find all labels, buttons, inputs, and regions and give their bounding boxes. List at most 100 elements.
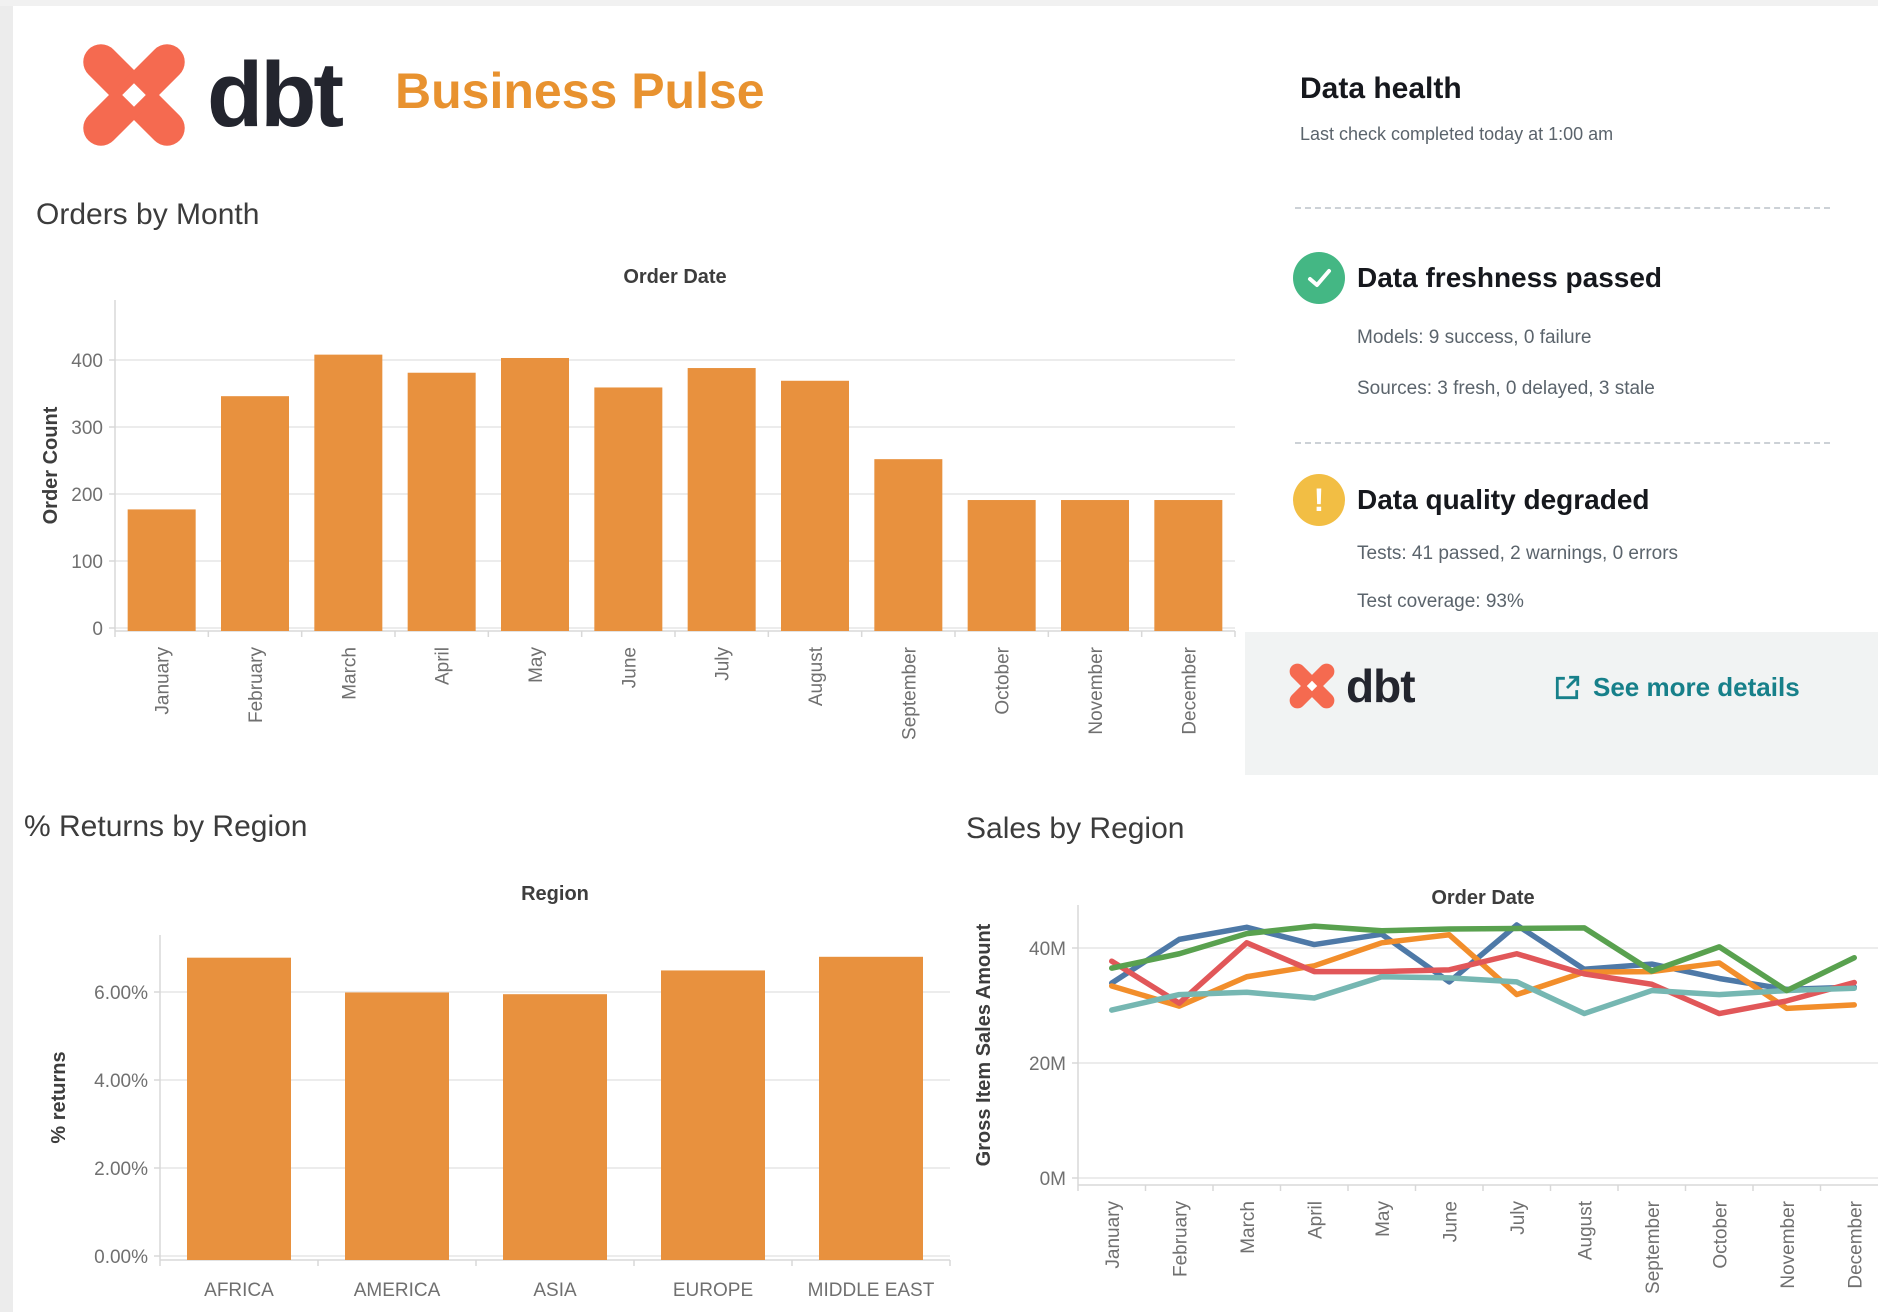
x-tick-label: ASIA — [533, 1280, 577, 1301]
x-tick-label: May — [526, 647, 547, 683]
y-tick-label: 6.00% — [94, 983, 148, 1004]
bar-June[interactable] — [594, 387, 663, 631]
y-tick-label: 0M — [1040, 1169, 1066, 1190]
x-tick-label: July — [713, 647, 734, 681]
quality-status-title: Data quality degraded — [1357, 484, 1650, 515]
freshness-models-line: Models: 9 success, 0 failure — [1357, 327, 1592, 348]
check-icon — [1293, 252, 1345, 304]
bar-May[interactable] — [501, 357, 569, 631]
x-axis-header: Order Date — [623, 266, 726, 288]
x-tick-label: October — [1710, 1200, 1731, 1268]
y-tick-label: 400 — [71, 351, 103, 372]
bar-August[interactable] — [781, 380, 849, 631]
bar-March[interactable] — [314, 354, 383, 631]
x-tick-label: May — [1373, 1201, 1394, 1237]
data-health-footer: dbt See more details — [1245, 632, 1878, 775]
x-tick-label: September — [1643, 1200, 1664, 1294]
y-axis-title: % returns — [48, 1051, 70, 1143]
freshness-sources-line: Sources: 3 fresh, 0 delayed, 3 stale — [1357, 378, 1655, 399]
bar-AMERICA[interactable] — [345, 992, 449, 1260]
x-tick-label: July — [1508, 1201, 1529, 1235]
x-axis-header: Region — [521, 883, 589, 905]
x-tick-label: MIDDLE EAST — [808, 1280, 935, 1301]
y-tick-label: 300 — [71, 418, 103, 439]
bar-January[interactable] — [127, 509, 196, 631]
x-tick-label: March — [339, 647, 360, 700]
quality-tests-line: Tests: 41 passed, 2 warnings, 0 errors — [1357, 543, 1679, 564]
bar-AFRICA[interactable] — [187, 957, 291, 1260]
dbt-footer-logo: dbt — [1286, 660, 1416, 712]
bar-EUROPE[interactable] — [661, 970, 765, 1260]
x-tick-label: AFRICA — [204, 1280, 274, 1301]
x-tick-label: April — [1305, 1201, 1326, 1239]
x-tick-label: April — [433, 647, 454, 685]
line-green[interactable] — [1109, 923, 1857, 994]
bar-April[interactable] — [407, 372, 476, 631]
x-tick-label: February — [1170, 1201, 1191, 1278]
quality-coverage-line: Test coverage: 93% — [1357, 591, 1524, 612]
x-tick-label: October — [993, 646, 1014, 714]
y-tick-label: 4.00% — [94, 1071, 148, 1092]
dbt-footer-logo-text: dbt — [1346, 660, 1416, 712]
window-edge-top — [0, 0, 1878, 6]
line-blue[interactable] — [1109, 922, 1857, 993]
dbt-logo-icon — [1289, 663, 1335, 709]
x-tick-label: AMERICA — [354, 1280, 441, 1301]
x-tick-label: August — [1575, 1200, 1596, 1260]
bar-November[interactable] — [1061, 500, 1129, 631]
sales-chart-title: Sales by Region — [966, 812, 1185, 845]
y-tick-label: 2.00% — [94, 1159, 148, 1180]
sales-by-region-chart: 0M 20M 40M Order Date Gross Item Sales Amoun… — [973, 887, 1878, 1294]
freshness-status-title: Data freshness passed — [1357, 262, 1663, 293]
orders-by-month-chart: 0 100 200 300 400 Order Date Order Count Januar… — [40, 266, 1236, 740]
x-tick-label: August — [806, 646, 827, 706]
x-axis-header: Order Date — [1431, 887, 1534, 909]
y-tick-label: 0 — [92, 619, 103, 640]
bar-September[interactable] — [874, 459, 943, 631]
x-tick-label: December — [1179, 646, 1200, 734]
see-more-details-link[interactable]: See more details — [1553, 672, 1800, 703]
data-health-title: Data health — [1300, 72, 1462, 105]
divider — [1295, 207, 1830, 209]
y-tick-label: 20M — [1029, 1054, 1066, 1075]
bar-February[interactable] — [221, 396, 289, 631]
data-health-panel: Data health Last check completed today a… — [1245, 0, 1878, 775]
x-tick-label: EUROPE — [673, 1280, 753, 1301]
x-tick-label: November — [1086, 646, 1107, 734]
dbt-logo: dbt — [75, 36, 344, 154]
x-tick-label: November — [1778, 1200, 1799, 1288]
x-tick-label: January — [153, 647, 174, 715]
bar-ASIA[interactable] — [503, 994, 607, 1260]
dbt-logo-icon — [83, 44, 185, 146]
x-tick-label: September — [899, 646, 920, 740]
returns-by-region-chart: 0.00% 2.00% 4.00% 6.00% Region % returns AFRIC… — [48, 883, 951, 1301]
y-tick-label: 40M — [1029, 939, 1066, 960]
warning-icon: ! — [1293, 474, 1345, 526]
line-red[interactable] — [1109, 940, 1857, 1017]
see-more-details-label: See more details — [1593, 672, 1800, 702]
line-teal[interactable] — [1109, 974, 1857, 1017]
y-tick-label: 200 — [71, 485, 103, 506]
x-tick-label: December — [1845, 1200, 1866, 1288]
line-orange[interactable] — [1109, 932, 1857, 1012]
bar-October[interactable] — [967, 500, 1036, 631]
window-edge-left — [0, 0, 13, 1312]
bar-July[interactable] — [687, 368, 756, 631]
divider — [1295, 442, 1830, 444]
x-tick-label: March — [1238, 1201, 1259, 1254]
x-tick-label: January — [1103, 1201, 1124, 1269]
returns-chart-title: % Returns by Region — [24, 810, 308, 843]
x-tick-label: February — [246, 647, 267, 724]
external-link-icon — [1555, 675, 1580, 699]
bar-December[interactable] — [1154, 500, 1223, 631]
y-tick-label: 0.00% — [94, 1247, 148, 1268]
orders-chart-title: Orders by Month — [36, 198, 260, 231]
bar-MIDDLE EAST[interactable] — [819, 956, 923, 1260]
dbt-logo-text: dbt — [207, 44, 344, 146]
y-axis-title: Gross Item Sales Amount — [973, 923, 995, 1166]
data-health-subtitle: Last check completed today at 1:00 am — [1300, 124, 1614, 144]
page-title: Business Pulse — [395, 63, 765, 119]
y-axis-title: Order Count — [40, 406, 62, 524]
y-tick-label: 100 — [71, 552, 103, 573]
